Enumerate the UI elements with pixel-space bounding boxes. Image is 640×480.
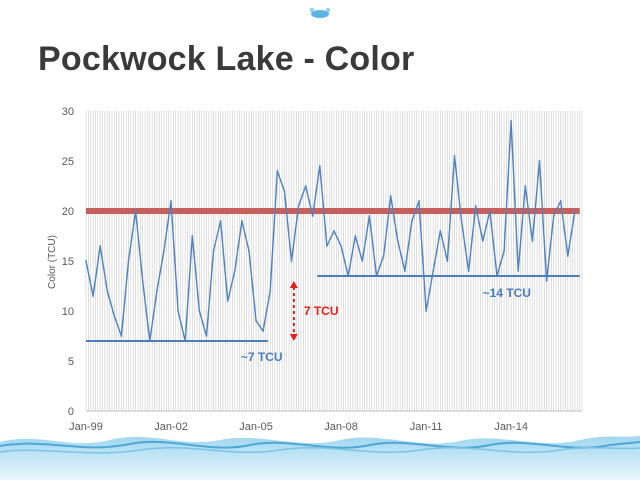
water-wave-decoration	[0, 436, 640, 480]
data-point	[446, 260, 449, 262]
data-point	[524, 185, 527, 187]
logo-mark	[305, 4, 335, 27]
gap-arrow-label: 7 TCU	[304, 304, 339, 318]
data-point	[318, 165, 321, 167]
gridlines	[85, 111, 583, 411]
y-tick-label: 15	[62, 256, 74, 268]
data-point	[354, 235, 357, 237]
data-point	[141, 280, 144, 282]
data-point	[198, 310, 201, 312]
data-point	[460, 220, 463, 222]
data-point	[240, 220, 243, 222]
data-point	[552, 215, 555, 217]
data-point	[531, 240, 534, 242]
y-tick-label: 20	[62, 206, 74, 218]
axes-group: 0 5 10 15 20 25 30 Jan-99 Jan-02 Jan-05 Jan-08 Jan-…	[62, 106, 582, 430]
data-point	[85, 260, 87, 262]
slide-title: Pockwock Lake - Color	[38, 40, 415, 78]
baseline-label: ~7 TCU	[241, 350, 283, 364]
data-point	[283, 190, 286, 192]
data-point	[425, 310, 428, 312]
y-tick-label: 5	[68, 356, 74, 368]
data-point	[127, 260, 130, 262]
data-point	[403, 270, 406, 272]
data-point	[205, 335, 208, 337]
gap-arrow-head-up	[289, 281, 298, 288]
data-point	[538, 160, 541, 162]
data-point	[510, 120, 513, 122]
y-tick-label: 30	[62, 106, 74, 118]
data-point	[212, 250, 215, 252]
data-point	[545, 280, 548, 282]
x-tick-label: Jan-14	[494, 421, 528, 430]
data-point	[453, 155, 456, 157]
data-point	[177, 310, 180, 312]
data-point	[248, 250, 250, 252]
data-point	[155, 290, 158, 292]
data-point	[290, 260, 293, 262]
x-tick-label: Jan-02	[154, 421, 188, 430]
data-point	[382, 255, 385, 257]
x-tick-label: Jan-08	[324, 421, 358, 430]
gap-arrow-head-down	[289, 334, 298, 341]
data-point	[333, 230, 335, 232]
data-point	[163, 250, 165, 252]
data-point	[517, 270, 520, 272]
line-chart: ~7 TCU ~14 TCU 7 TCU 0 5 10 15 20 25 30 Jan-99 Ja…	[47, 106, 583, 430]
data-point	[219, 220, 222, 222]
data-point	[559, 200, 562, 202]
y-tick-label: 25	[62, 156, 74, 168]
data-point	[276, 170, 279, 172]
data-point	[269, 290, 272, 292]
data-point	[262, 330, 265, 332]
data-point	[99, 245, 102, 247]
data-point	[389, 195, 392, 197]
x-tick-label: Jan-99	[69, 421, 103, 430]
data-point	[134, 210, 137, 212]
y-tick-label: 10	[62, 306, 74, 318]
data-point	[120, 335, 123, 337]
y-tick-label: 0	[68, 406, 74, 418]
data-point	[326, 245, 328, 247]
data-point	[191, 235, 194, 237]
data-point	[297, 205, 300, 207]
x-tick-label: Jan-11	[410, 421, 443, 430]
data-point	[340, 245, 342, 247]
data-point	[439, 230, 442, 232]
data-point	[574, 210, 576, 212]
data-point	[226, 300, 229, 302]
y-axis-label: Color (TCU)	[47, 235, 58, 289]
data-point	[170, 200, 172, 202]
baseline-label: ~14 TCU	[483, 286, 531, 300]
data-point	[361, 260, 364, 262]
data-point	[474, 205, 477, 207]
data-point	[432, 270, 435, 272]
data-point	[304, 185, 307, 187]
data-point	[368, 215, 371, 217]
data-point	[488, 210, 491, 212]
data-point	[113, 315, 116, 317]
data-point	[481, 240, 484, 242]
data-point	[566, 255, 569, 257]
data-point	[106, 290, 109, 292]
data-point	[92, 295, 94, 297]
data-point	[255, 320, 257, 322]
data-point	[418, 200, 420, 202]
data-point	[467, 270, 470, 272]
baseline-group: ~7 TCU ~14 TCU	[86, 275, 580, 364]
data-point	[233, 270, 236, 272]
data-point	[503, 250, 505, 252]
data-point	[311, 215, 314, 217]
series-line	[85, 120, 576, 342]
data-point	[411, 220, 413, 222]
annotation-group: 7 TCU	[289, 281, 339, 341]
x-tick-label: Jan-05	[239, 421, 273, 430]
data-point	[396, 240, 399, 242]
